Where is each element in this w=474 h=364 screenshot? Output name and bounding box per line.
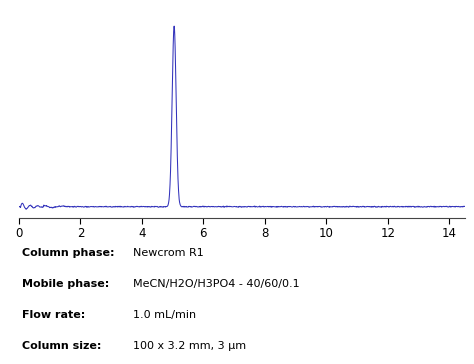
Text: Newcrom R1: Newcrom R1	[133, 248, 203, 258]
Text: Flow rate:: Flow rate:	[22, 309, 85, 320]
Text: Column phase:: Column phase:	[22, 248, 114, 258]
Text: 1.0 mL/min: 1.0 mL/min	[133, 309, 196, 320]
Text: MeCN/H2O/H3PO4 - 40/60/0.1: MeCN/H2O/H3PO4 - 40/60/0.1	[133, 278, 300, 289]
Text: 100 x 3.2 mm, 3 μm: 100 x 3.2 mm, 3 μm	[133, 341, 246, 351]
Text: Column size:: Column size:	[22, 341, 101, 351]
Text: Mobile phase:: Mobile phase:	[22, 278, 109, 289]
